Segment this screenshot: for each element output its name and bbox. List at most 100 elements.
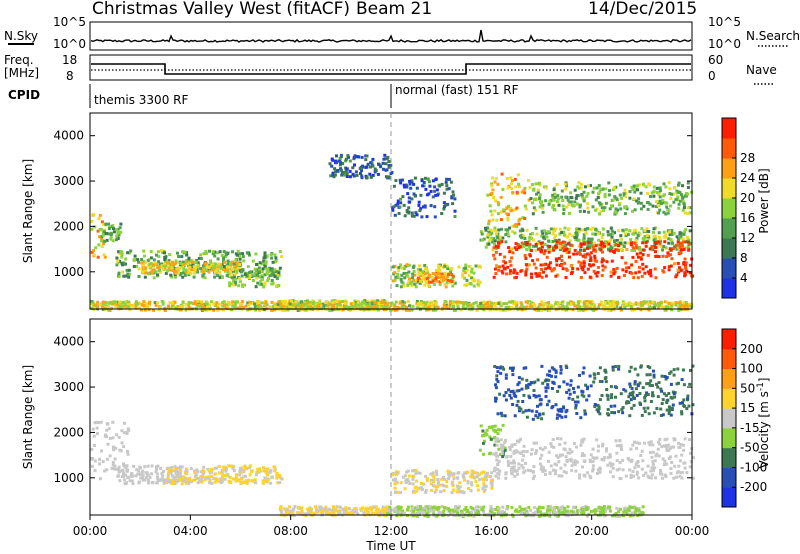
range-cell [682,398,686,402]
range-cell [117,250,121,254]
range-cell [548,373,552,377]
range-cell [538,462,542,466]
range-cell [503,446,507,450]
range-cell [555,454,559,458]
range-cell [544,186,548,190]
range-cell [674,197,678,201]
range-cell [222,258,225,261]
range-cell [414,468,418,472]
range-cell [506,265,510,269]
range-cell [496,463,500,467]
range-cell [171,269,175,272]
range-cell [308,506,312,510]
range-cell [491,218,495,222]
range-cell [559,248,562,252]
range-cell [251,279,255,282]
range-cell [563,248,567,252]
range-cell [181,260,185,264]
range-cell [372,511,376,515]
range-cell [396,490,400,494]
range-cell [507,246,511,250]
range-cell [517,389,521,393]
range-cell [666,305,670,309]
range-cell [90,227,94,231]
range-cell [426,177,430,181]
range-cell [196,481,200,485]
range-cell [111,463,115,467]
range-cell [529,249,533,253]
range-cell [193,271,197,275]
range-cell [446,304,450,308]
range-cell [622,193,626,197]
range-cell [464,266,467,270]
range-cell [435,473,439,477]
range-cell [217,479,221,483]
range-cell [625,302,629,306]
range-cell [518,451,522,455]
range-cell [381,508,385,512]
range-cell [384,162,388,166]
range-cell [562,305,566,309]
range-cell [478,448,482,452]
range-cell [482,485,486,489]
range-cell [413,194,417,198]
range-cell [610,259,614,263]
range-cell [366,306,370,310]
range-cell [248,253,251,257]
range-cell [474,480,478,483]
range-cell [105,428,109,432]
range-cell [624,205,628,209]
range-cell [101,305,104,309]
range-cell [224,253,228,257]
range-cell [560,189,564,193]
range-cell [178,267,182,271]
power-heatmap [90,153,695,312]
range-cell [600,457,604,461]
range-cell [599,243,603,247]
range-cell [508,448,512,452]
range-cell [261,481,265,485]
range-cell [415,281,419,285]
range-cell [644,471,648,475]
range-cell [635,199,639,203]
range-cell [414,285,418,289]
range-cell [442,201,446,205]
range-cell [505,212,509,216]
range-cell [423,264,427,267]
range-cell [531,303,535,307]
range-cell [527,300,531,304]
range-cell [110,306,114,310]
range-cell [238,263,242,267]
range-cell [154,303,158,307]
range-cell [670,461,674,464]
range-cell [591,226,595,230]
range-cell [494,229,498,233]
range-cell [538,205,542,209]
range-cell [634,238,638,242]
range-cell [639,306,643,310]
range-cell [415,186,419,190]
range-cell [691,456,695,460]
colorbar-tick-label: 8 [740,251,748,265]
range-cell [207,270,211,274]
range-cell [346,154,350,158]
range-cell [201,308,205,312]
range-cell [551,405,555,408]
noise-right-tick-high: 10^5 [708,15,741,29]
range-cell [232,262,236,266]
range-cell [623,306,627,310]
range-cell [376,172,380,176]
range-cell [437,481,440,485]
range-cell [547,459,550,463]
range-cell [637,200,641,204]
range-cell [566,235,570,239]
range-cell [487,230,491,234]
range-cell [290,511,294,514]
range-cell [680,303,684,307]
noise-panel-frame [89,21,693,51]
range-cell [548,199,552,203]
range-cell [544,231,548,235]
range-cell [107,232,111,236]
range-cell [139,476,143,480]
